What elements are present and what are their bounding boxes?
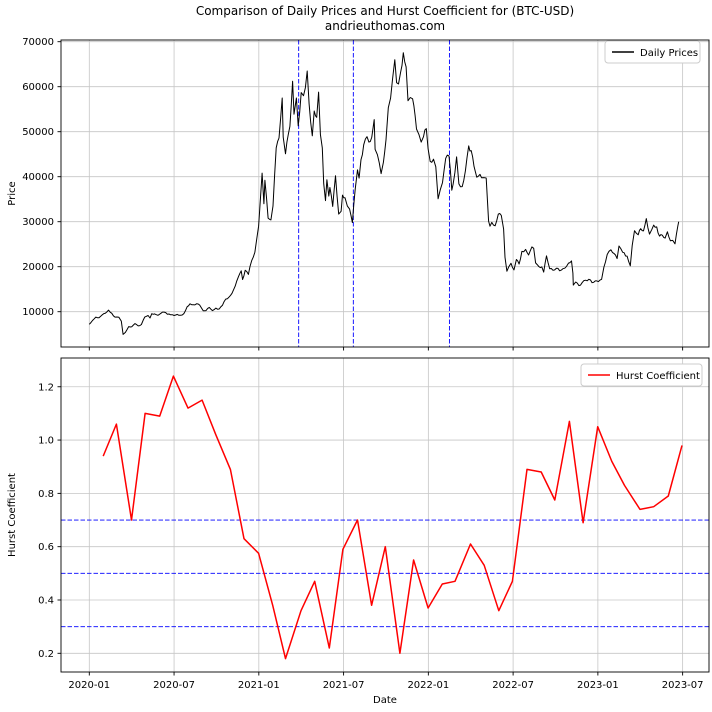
hurst-coefficient-legend: Hurst Coefficient	[580, 363, 703, 387]
x-tick-label: 2020-01	[68, 680, 110, 691]
hurst-coefficient-legend-label: Hurst Coefficient	[616, 371, 700, 382]
x-tick-label: 2020-07	[153, 680, 195, 691]
price-y-tick-label: 30000	[22, 217, 54, 228]
price-y-tick-label: 50000	[22, 127, 54, 138]
price-panel	[61, 40, 709, 347]
x-tick-label: 2021-07	[323, 680, 365, 691]
price-axis-label: Price	[7, 181, 18, 205]
price-y-tick-label: 40000	[22, 172, 54, 183]
x-tick-label: 2023-07	[662, 680, 704, 691]
figure-title: Comparison of Daily Prices and Hurst Coe…	[195, 4, 575, 18]
price-y-tick-label: 20000	[22, 262, 54, 273]
hurst-coefficient-legend-box	[580, 363, 703, 387]
x-tick-label: 2022-01	[407, 680, 449, 691]
figure-subtitle: andrieuthomas.com	[324, 19, 446, 33]
hurst-y-tick-label: 0.8	[38, 489, 54, 500]
hurst-y-tick-label: 0.2	[38, 649, 54, 660]
hurst-axes-frame	[60, 357, 710, 673]
hurst-panel	[61, 358, 709, 672]
x-tick-label: 2022-07	[492, 680, 534, 691]
hurst-axis-label: Hurst Coefficient	[7, 473, 18, 557]
x-tick-label: 2021-01	[238, 680, 280, 691]
hurst-y-tick-label: 1.0	[38, 436, 54, 447]
hurst-y-tick-label: 0.6	[38, 542, 54, 553]
daily-prices-legend: Daily Prices	[604, 40, 701, 64]
daily-prices-line	[88, 52, 680, 335]
price-y-tick-label: 60000	[22, 82, 54, 93]
price-y-tick-label: 70000	[22, 37, 54, 48]
daily-prices-legend-label: Daily Prices	[640, 48, 698, 59]
hurst-coefficient-line	[102, 375, 683, 660]
x-tick-label: 2023-01	[577, 680, 619, 691]
price-axes-frame	[60, 39, 710, 348]
hurst-y-tick-label: 1.2	[38, 382, 54, 393]
hurst-y-tick-label: 0.4	[38, 595, 54, 606]
date-axis-label: Date	[373, 695, 397, 706]
price-y-tick-label: 10000	[22, 307, 54, 318]
daily-prices-legend-box	[604, 40, 701, 64]
